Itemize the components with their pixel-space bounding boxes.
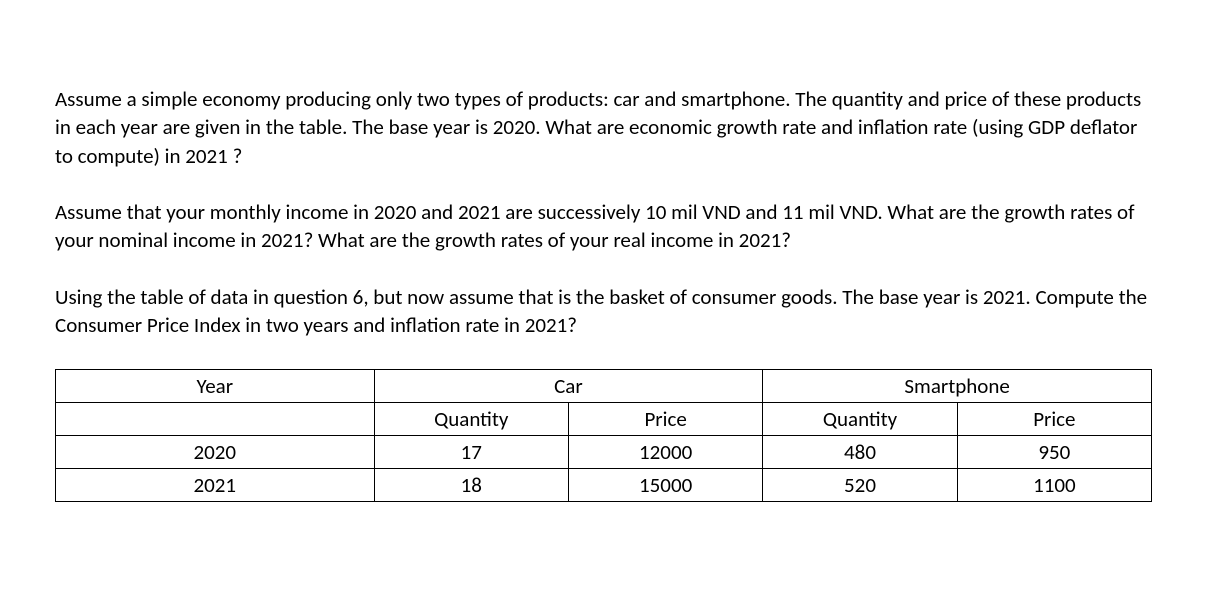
table-header-row-1: Year Car Smartphone	[56, 370, 1152, 403]
header-car: Car	[374, 370, 763, 403]
cell-phone-price: 1100	[957, 469, 1151, 502]
cell-phone-quantity: 480	[763, 436, 957, 469]
economy-data-table: Year Car Smartphone Quantity Price Quant…	[55, 369, 1152, 502]
table-row: 2020 17 12000 480 950	[56, 436, 1152, 469]
cell-phone-quantity: 520	[763, 469, 957, 502]
cell-year: 2020	[56, 436, 375, 469]
header-year: Year	[56, 370, 375, 403]
question-paragraph-3: Using the table of data in question 6, b…	[55, 283, 1152, 340]
question-paragraph-1: Assume a simple economy producing only t…	[55, 85, 1152, 170]
cell-car-quantity: 17	[374, 436, 568, 469]
table-row: 2021 18 15000 520 1100	[56, 469, 1152, 502]
subheader-phone-price: Price	[957, 403, 1151, 436]
table-header-row-2: Quantity Price Quantity Price	[56, 403, 1152, 436]
cell-car-price: 15000	[568, 469, 762, 502]
subheader-car-quantity: Quantity	[374, 403, 568, 436]
cell-car-price: 12000	[568, 436, 762, 469]
subheader-phone-quantity: Quantity	[763, 403, 957, 436]
header-smartphone: Smartphone	[763, 370, 1152, 403]
cell-phone-price: 950	[957, 436, 1151, 469]
subheader-year-blank	[56, 403, 375, 436]
subheader-car-price: Price	[568, 403, 762, 436]
question-paragraph-2: Assume that your monthly income in 2020 …	[55, 198, 1152, 255]
cell-car-quantity: 18	[374, 469, 568, 502]
cell-year: 2021	[56, 469, 375, 502]
